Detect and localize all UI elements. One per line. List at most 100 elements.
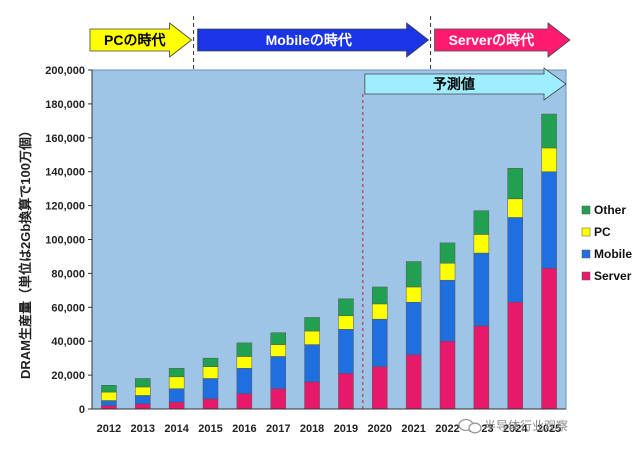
bar-server-2019	[338, 373, 354, 410]
bar-other-2023	[473, 210, 490, 235]
y-tick-label: 100,000	[45, 235, 85, 247]
y-tick-label: 0	[79, 404, 85, 416]
bar-other-2016	[236, 342, 253, 357]
x-tick-label: 2024	[503, 423, 528, 435]
x-tick-label: 2019	[334, 423, 358, 435]
bar-other-2020	[372, 286, 388, 305]
x-tick-label: 2021	[401, 423, 425, 435]
y-axis: 0 20,000 40,000 60,000 80,000 100,000 120,000 1…	[45, 65, 93, 416]
bar-pc-2022	[439, 262, 456, 281]
bar-server-2015	[202, 398, 219, 410]
x-tick-label: 2013	[131, 423, 155, 435]
bar-pc-2012	[101, 391, 117, 401]
bar-pc-2021	[405, 286, 422, 303]
era-arrow-1	[89, 22, 193, 58]
bar-other-2017	[270, 332, 286, 345]
y-tick-label: 60,000	[51, 302, 85, 314]
bar-mobile-2015	[202, 378, 219, 400]
bar-server-2018	[304, 381, 320, 410]
bar-stack-2013	[135, 378, 151, 410]
bar-pc-2015	[202, 366, 219, 379]
bar-stack-2018	[304, 317, 320, 410]
bar-mobile-2021	[405, 301, 422, 356]
bar-mobile-2024	[507, 217, 523, 303]
y-tick-label: 180,000	[45, 99, 85, 111]
bar-mobile-2018	[304, 344, 320, 383]
bar-mobile-2014	[168, 388, 185, 403]
bar-stack-2015	[202, 357, 219, 410]
y-tick-label: 200,000	[45, 65, 85, 77]
bar-other-2012	[101, 385, 117, 393]
forecast-arrow-shape	[364, 67, 567, 101]
x-tick-label: 2012	[97, 423, 121, 435]
x-tick-label: 2014	[164, 423, 189, 435]
bar-mobile-2020	[372, 318, 388, 367]
watermark-text: 半导体行业观察	[484, 419, 568, 433]
bar-mobile-2022	[439, 279, 456, 342]
bar-stack-2020	[372, 286, 388, 410]
legend-label-mobile: Mobile	[594, 247, 632, 261]
y-tick-label: 80,000	[51, 268, 85, 280]
bar-stack-2014	[168, 368, 185, 410]
y-axis-label: DRAM生産量（単位は2Gb換算で100万個）	[18, 124, 33, 379]
bar-stack-2019	[338, 298, 354, 410]
bar-server-2025	[541, 268, 557, 410]
legend-label-server: Server	[594, 269, 632, 283]
bar-mobile-2019	[338, 329, 354, 374]
x-tick-label: 2020	[368, 423, 392, 435]
legend-label-other: Other	[594, 203, 626, 217]
bar-server-2017	[270, 388, 286, 410]
forecast-arrow: 予測値	[362, 67, 567, 409]
bar-other-2013	[135, 378, 151, 388]
bar-server-2012	[101, 405, 117, 410]
bar-stack-2025	[541, 113, 557, 410]
bar-mobile-2012	[101, 400, 117, 406]
bar-other-2018	[304, 317, 320, 332]
bar-server-2021	[405, 354, 422, 410]
bar-stack-2021	[405, 261, 422, 410]
bar-server-2014	[168, 401, 185, 410]
x-tick-label: 2025	[537, 423, 561, 435]
x-tick-label: 2018	[300, 423, 324, 435]
legend-swatch-other	[581, 205, 591, 215]
bar-pc-2013	[135, 386, 151, 396]
bar-pc-2019	[338, 315, 354, 330]
era-label: Serverの時代	[449, 32, 535, 48]
bar-pc-2014	[168, 376, 185, 389]
plot-area	[91, 69, 567, 410]
bar-server-2024	[507, 301, 523, 410]
era-label: PCの時代	[104, 32, 165, 48]
bar-stack-2022	[439, 242, 456, 410]
x-tick-label: 2015	[198, 423, 222, 435]
bar-pc-2024	[507, 198, 523, 218]
bar-stack-2024	[507, 168, 523, 410]
y-tick-label: 120,000	[45, 201, 85, 213]
bar-mobile-2017	[270, 356, 286, 389]
x-tick-label: 2016	[232, 423, 256, 435]
bar-stack-2023	[473, 210, 490, 410]
bar-pc-2016	[236, 356, 253, 369]
bar-pc-2025	[541, 147, 557, 172]
legend-swatch-pc	[581, 227, 591, 237]
bar-pc-2023	[473, 234, 490, 254]
bar-pc-2020	[372, 303, 388, 320]
forecast-label: 予測値	[433, 76, 475, 92]
legend-swatch-mobile	[581, 249, 591, 259]
y-tick-label: 40,000	[51, 336, 85, 348]
bar-server-2013	[135, 403, 151, 410]
bar-server-2016	[236, 393, 253, 410]
bar-stack-2017	[270, 332, 286, 410]
bar-pc-2018	[304, 330, 320, 345]
legend: Other PC Mobile Server	[581, 203, 632, 283]
x-tick-label: 2017	[266, 423, 290, 435]
bar-server-2020	[372, 366, 388, 410]
bar-other-2022	[439, 242, 456, 264]
bar-other-2014	[168, 368, 185, 378]
y-tick-label: 160,000	[45, 133, 85, 145]
bar-pc-2017	[270, 344, 286, 357]
bar-mobile-2013	[135, 395, 151, 405]
bar-other-2024	[507, 168, 523, 200]
bar-other-2021	[405, 261, 422, 288]
y-tick-label: 140,000	[45, 167, 85, 179]
